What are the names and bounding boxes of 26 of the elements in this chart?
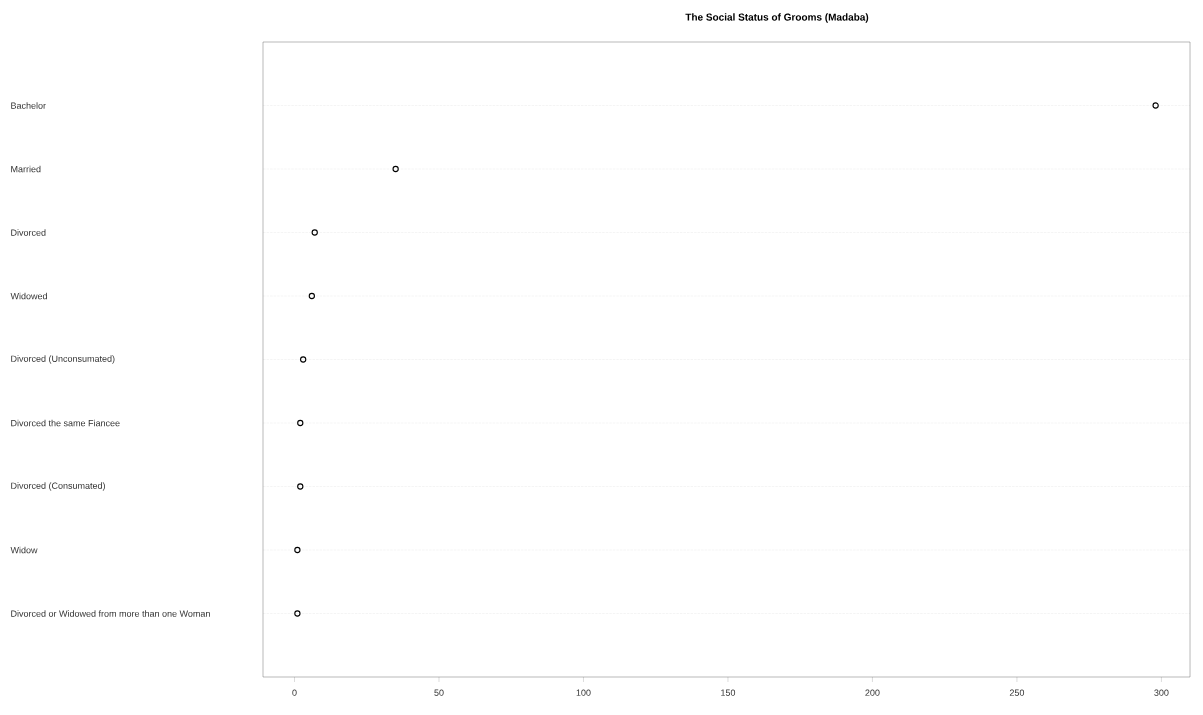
- y-tick-label: Widow: [10, 546, 38, 554]
- point: [297, 419, 304, 427]
- y-tick-label: Divorced: [11, 229, 46, 236]
- y-tick-label: Divorced the same Fiancee: [11, 419, 120, 427]
- point: [297, 483, 304, 490]
- x-tick-label: 50: [434, 689, 444, 696]
- x-tick-label: 250: [1009, 689, 1025, 696]
- point: [294, 610, 301, 617]
- x-tick-label: 300: [1154, 689, 1169, 696]
- point: [1152, 102, 1159, 109]
- x-tick-label: 200: [865, 689, 880, 696]
- y-tick-label: Married: [11, 165, 41, 173]
- y-tick-label: Divorced or Widowed from more than one Woman: [11, 610, 210, 617]
- y-tick-label: Widowed: [10, 292, 47, 300]
- y-tick-label: Divorced (Consumated): [11, 482, 105, 491]
- x-tick-label: 100: [576, 689, 591, 696]
- x-tick-label: 0: [292, 689, 297, 696]
- chart-title: The Social Status of Grooms (Madaba): [685, 13, 869, 23]
- point: [308, 292, 315, 300]
- y-tick-label: Divorced (Unconsumated): [11, 355, 115, 364]
- y-tick-label: Bachelor: [11, 102, 46, 109]
- point: [311, 229, 318, 236]
- point: [392, 165, 399, 173]
- point: [294, 546, 301, 554]
- point: [300, 356, 307, 363]
- x-tick-label: 150: [721, 689, 736, 696]
